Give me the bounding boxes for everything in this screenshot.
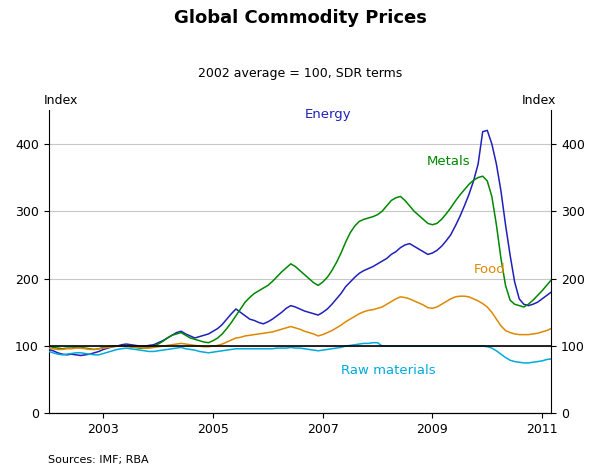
Text: Sources: IMF; RBA: Sources: IMF; RBA (48, 455, 149, 465)
Text: Index: Index (44, 94, 78, 107)
Text: Index: Index (522, 94, 556, 107)
Text: Raw materials: Raw materials (341, 364, 436, 377)
Text: Food: Food (474, 263, 506, 276)
Title: 2002 average = 100, SDR terms: 2002 average = 100, SDR terms (198, 67, 402, 80)
Text: Metals: Metals (427, 156, 470, 168)
Text: Energy: Energy (305, 108, 352, 121)
Text: Global Commodity Prices: Global Commodity Prices (173, 9, 427, 27)
